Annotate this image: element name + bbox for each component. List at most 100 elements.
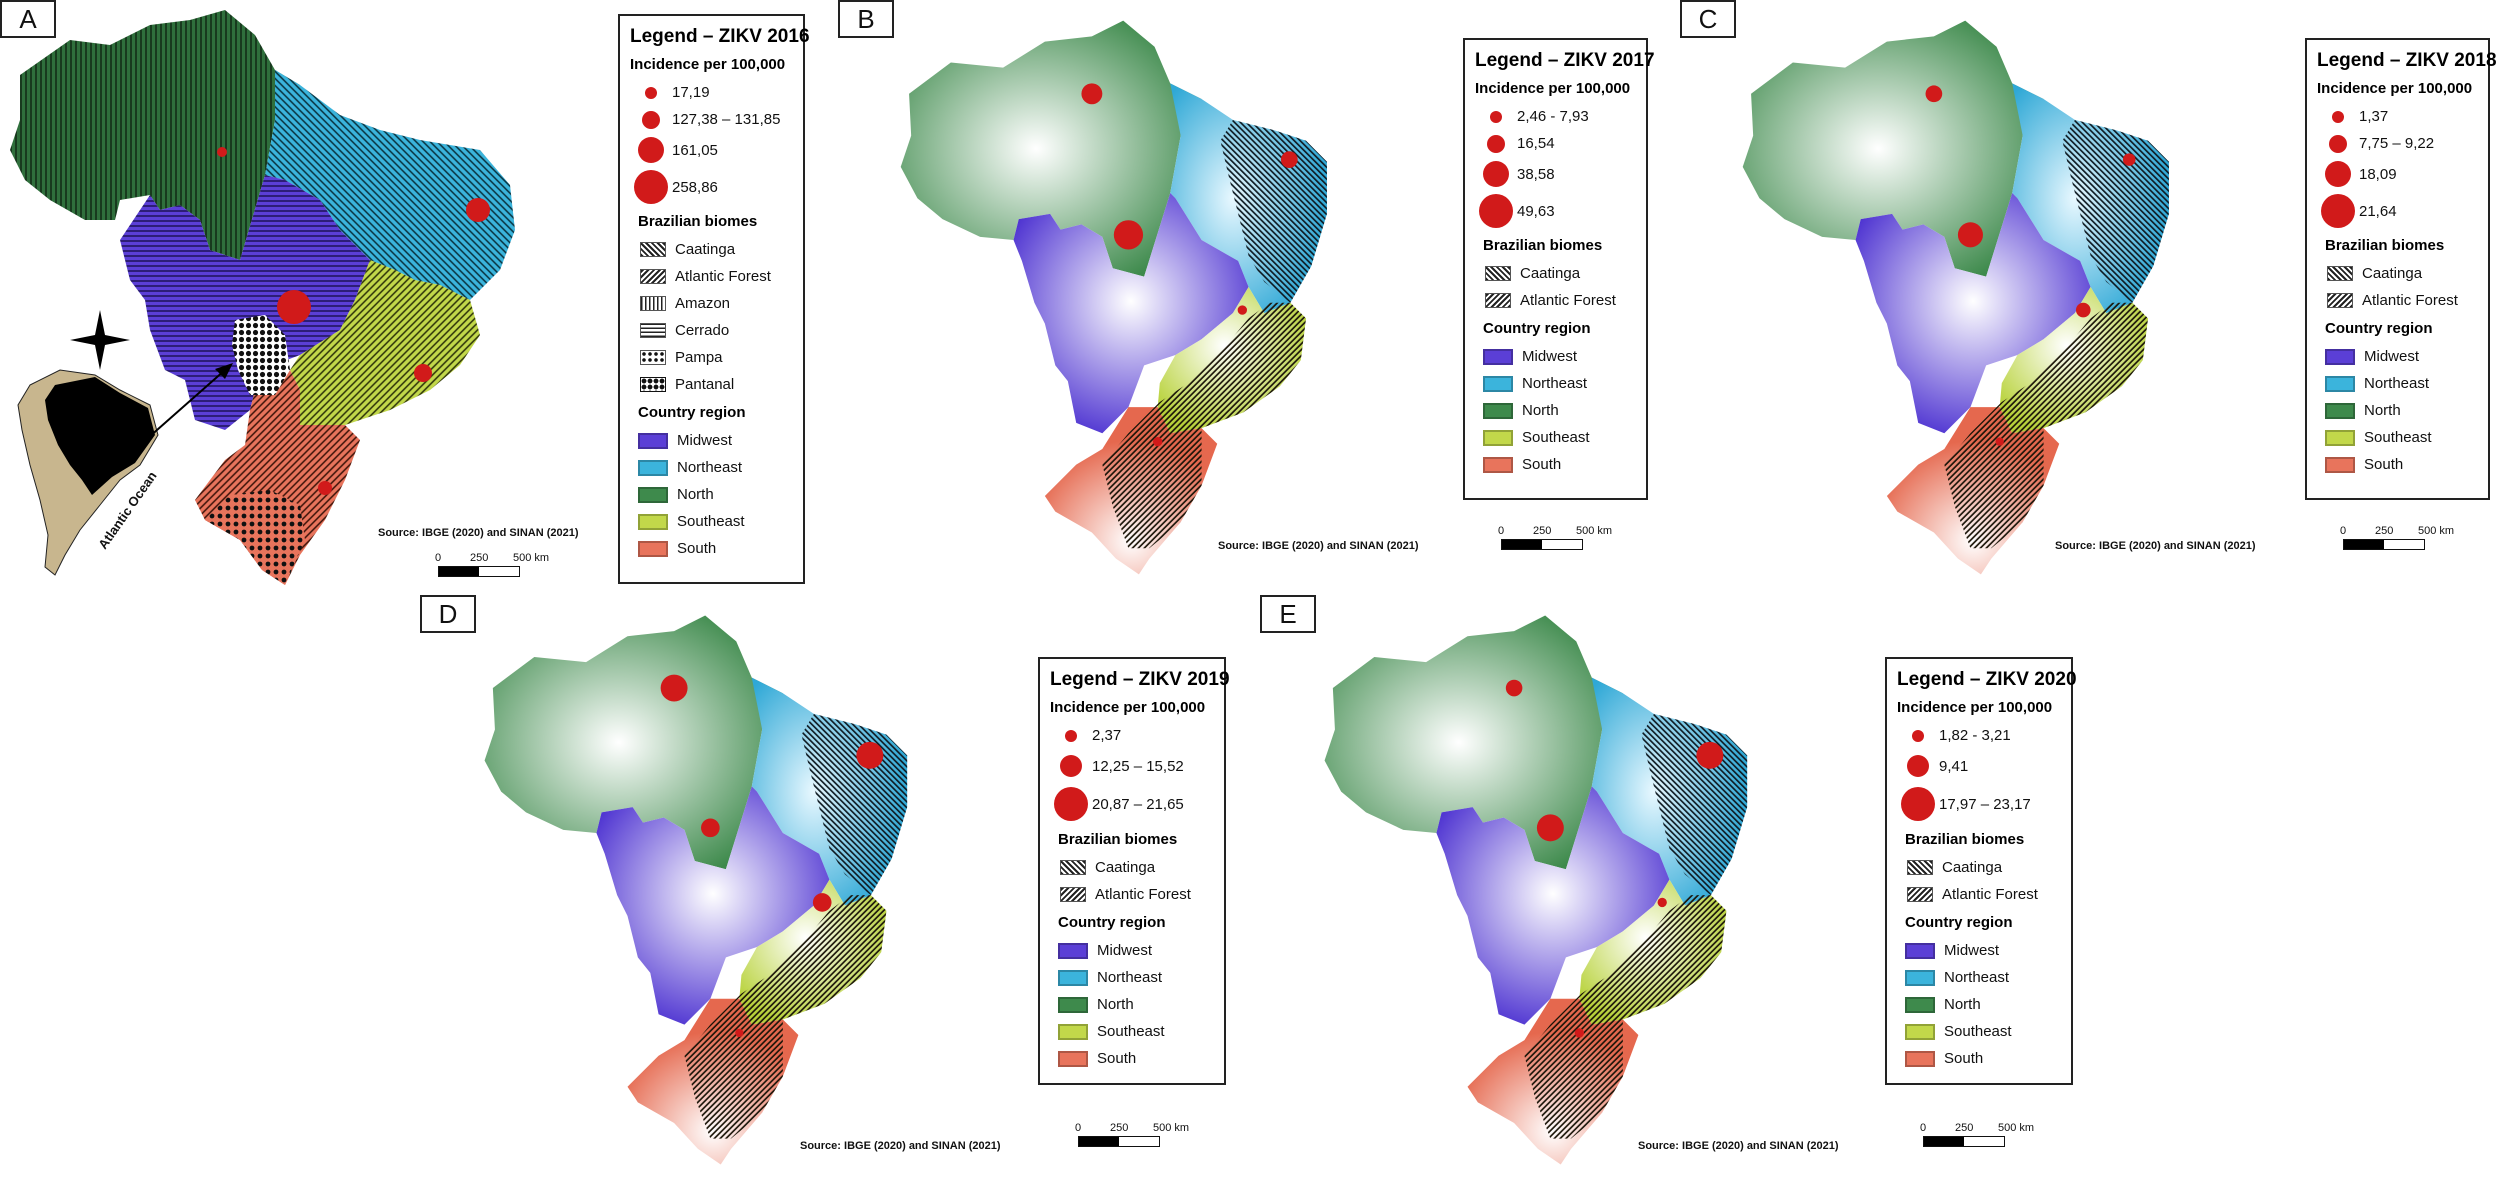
region-item: Southeast [2317,424,2478,451]
incidence-heading: Incidence per 100,000 [630,56,786,73]
biomes-heading: Brazilian biomes [638,213,758,230]
incidence-class: 20,87 – 21,65 [1050,783,1214,825]
source-note: Source: IBGE (2020) and SINAN (2021) [800,1140,1001,1152]
marker-southeast [1237,305,1248,315]
region-item: Northeast [1897,964,2061,991]
region-item: Southeast [630,508,793,535]
region-item: Northeast [1475,370,1636,397]
marker-midwest [1957,222,1983,248]
biome-item: Pampa [630,344,793,371]
scale-label-250: 250 [1955,1122,1974,1134]
region-southeast [290,260,480,425]
panel-b: B Source: IBGE (2020) and SINAN (2021) 0… [838,0,1655,585]
region-item: North [2317,397,2478,424]
legend-2016: Legend – ZIKV 2016 Incidence per 100,000… [618,14,810,584]
incidence-class: 258,86 [630,167,793,207]
incidence-class: 16,54 [1475,130,1636,157]
panel-e: E Source: IBGE (2020) and SINAN (2021) 0… [1260,595,2077,1175]
region-item: Midwest [1050,937,1214,964]
scale-label-500: 500 km [1153,1122,1190,1134]
marker-midwest [1536,814,1564,842]
scale-label-500: 500 km [1998,1122,2035,1134]
incidence-class: 7,75 – 9,22 [2317,130,2478,157]
panel-label: B [838,0,894,38]
marker-northeast [2122,153,2136,166]
incidence-heading: Incidence per 100,000 [1475,80,1631,97]
incidence-class: 12,25 – 15,52 [1050,749,1214,783]
map-2020 [1324,615,1748,1165]
region-item: North [1475,397,1636,424]
legend-title: Legend – ZIKV 2019 [1050,669,1230,690]
panel-label: A [0,0,56,38]
biome-item: Caatinga [1475,260,1636,287]
marker-southeast [2075,302,2091,318]
biomes-heading: Brazilian biomes [1905,831,2025,848]
panel-label: D [420,595,476,633]
marker-south [1995,437,2004,446]
regions-heading: Country region [2325,320,2433,337]
legend-title: Legend – ZIKV 2016 [630,26,810,47]
scale-label-500: 500 km [2418,525,2455,537]
biome-item: Atlantic Forest [1897,881,2061,908]
biome-item: Cerrado [630,317,793,344]
incidence-class: 17,97 – 23,17 [1897,783,2061,825]
region-northeast [265,70,515,300]
map-2018 [1742,20,2169,575]
source-note: Source: IBGE (2020) and SINAN (2021) [2055,540,2256,552]
regions-heading: Country region [1058,914,1166,931]
panel-a: A Atlantic Ocean [0,0,810,585]
marker-northeast [1696,741,1724,769]
incidence-class: 2,46 - 7,93 [1475,103,1636,130]
region-item: Northeast [2317,370,2478,397]
region-item: Southeast [1475,424,1636,451]
marker-southeast [812,893,832,912]
scale-label-0: 0 [1498,525,1505,537]
scale-bar: 0 250 500 km [1920,1122,2034,1147]
biome-item: Atlantic Forest [1475,287,1636,314]
marker-south [1574,1028,1585,1038]
regions-heading: Country region [638,404,746,421]
marker-south [1152,436,1163,447]
legend-title: Legend – ZIKV 2017 [1475,50,1655,71]
biomes-heading: Brazilian biomes [1058,831,1178,848]
scale-label-0: 0 [2340,525,2347,537]
legend-title: Legend – ZIKV 2020 [1897,669,2077,690]
region-midwest [120,175,370,430]
biome-item: Atlantic Forest [630,263,793,290]
south-america-inset: Atlantic Ocean [17,369,160,576]
region-item: Northeast [1050,964,1214,991]
region-item: South [1475,451,1636,478]
inset-arrow-icon [139,363,233,446]
legend-2018: Legend – ZIKV 2018 Incidence per 100,000… [2305,38,2497,500]
legend-title: Legend – ZIKV 2018 [2317,50,2497,71]
region-item: Northeast [630,454,793,481]
region-item: Midwest [1897,937,2061,964]
incidence-class: 49,63 [1475,191,1636,231]
scale-bar: 0 250 500 km [2340,525,2454,550]
marker-north [660,674,688,702]
marker-northeast [1280,151,1298,168]
marker-north [1925,85,1943,103]
region-item: South [2317,451,2478,478]
incidence-class: 127,38 – 131,85 [630,106,793,133]
north-arrow-icon [70,310,130,370]
scale-label-250: 250 [1533,525,1552,537]
region-item: North [1050,991,1214,1018]
region-item: South [630,535,793,562]
scale-label-250: 250 [2375,525,2394,537]
biome-item: Amazon [630,290,793,317]
source-note: Source: IBGE (2020) and SINAN (2021) [1218,540,1419,552]
incidence-class: 17,19 [630,79,793,106]
incidence-class: 21,64 [2317,191,2478,231]
biome-item: Caatinga [1897,854,2061,881]
map-2017 [900,20,1327,575]
region-item: Southeast [1050,1018,1214,1045]
incidence-class: 161,05 [630,133,793,167]
biome-pantanal [232,315,290,395]
scale-label-0: 0 [1920,1122,1927,1134]
biomes-heading: Brazilian biomes [1483,237,1603,254]
biome-item: Atlantic Forest [1050,881,1214,908]
scale-bar: 0 250 500 km [1498,525,1612,550]
scale-bar: 0 250 500 km [435,552,549,577]
map-2016 [10,10,515,585]
